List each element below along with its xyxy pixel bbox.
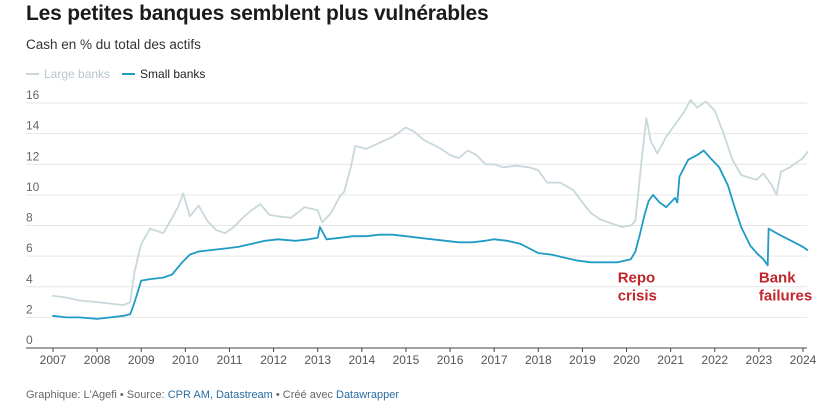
x-tick-label-2015: 2015	[393, 353, 420, 367]
x-tick-label-2016: 2016	[437, 353, 464, 367]
footer-credits: Graphique: L'Agefi • Source: CPR AM, Dat…	[26, 389, 399, 401]
y-tick-label-8: 8	[26, 211, 33, 225]
x-tick-label-2011: 2011	[217, 353, 243, 367]
y-tick-label-2: 2	[26, 302, 33, 316]
chart-subtitle: Cash en % du total des actifs	[26, 37, 201, 52]
legend-item-small-banks[interactable]: Small banks	[122, 67, 205, 81]
footer-middle: • Créé avec	[272, 389, 336, 401]
legend-label-small-banks: Small banks	[140, 67, 206, 81]
series-line-small-banks	[52, 149, 809, 320]
y-tick-label-10: 10	[26, 180, 40, 194]
annotation-0-line-1: crisis	[618, 288, 657, 305]
x-tick-label-2007: 2007	[40, 353, 67, 367]
annotation-0-line-0: Repo	[618, 270, 656, 287]
x-tick-label-2020: 2020	[613, 353, 640, 367]
y-tick-label-16: 16	[26, 88, 40, 102]
x-tick-label-2014: 2014	[348, 353, 375, 367]
x-tick-label-2024: 2024	[790, 353, 817, 367]
datawrapper-link[interactable]: Datawrapper	[336, 389, 399, 401]
y-tick-label-6: 6	[26, 241, 33, 255]
annotation-1-line-0: Bank	[759, 270, 796, 287]
source-link[interactable]: CPR AM, Datastream	[167, 389, 273, 401]
x-tick-label-2023: 2023	[746, 353, 773, 367]
legend-item-large-banks[interactable]: Large banks	[26, 67, 110, 81]
series-line-large-banks	[52, 99, 809, 306]
legend: Large banks Small banks	[26, 67, 205, 81]
x-tick-label-2019: 2019	[569, 353, 596, 367]
legend-label-large-banks: Large banks	[44, 67, 111, 81]
x-tick-label-2010: 2010	[172, 353, 199, 367]
y-tick-label-14: 14	[26, 119, 40, 133]
x-tick-label-2013: 2013	[304, 353, 331, 367]
x-tick-label-2009: 2009	[128, 353, 155, 367]
y-tick-label-4: 4	[26, 272, 33, 286]
legend-swatch-large-banks	[26, 73, 39, 75]
x-tick-label-2012: 2012	[260, 353, 287, 367]
x-tick-label-2018: 2018	[525, 353, 552, 367]
y-tick-label-0: 0	[26, 333, 33, 347]
x-tick-label-2021: 2021	[657, 353, 684, 367]
y-tick-label-12: 12	[26, 149, 40, 163]
legend-swatch-small-banks	[122, 73, 136, 75]
annotation-1-line-1: failures	[759, 288, 812, 305]
x-tick-label-2017: 2017	[481, 353, 508, 367]
chart-title: Les petites banques semblent plus vulnér…	[26, 2, 489, 25]
x-tick-label-2008: 2008	[84, 353, 111, 367]
x-tick-label-2022: 2022	[701, 353, 728, 367]
footer-prefix: Graphique: L'Agefi • Source:	[26, 389, 168, 401]
